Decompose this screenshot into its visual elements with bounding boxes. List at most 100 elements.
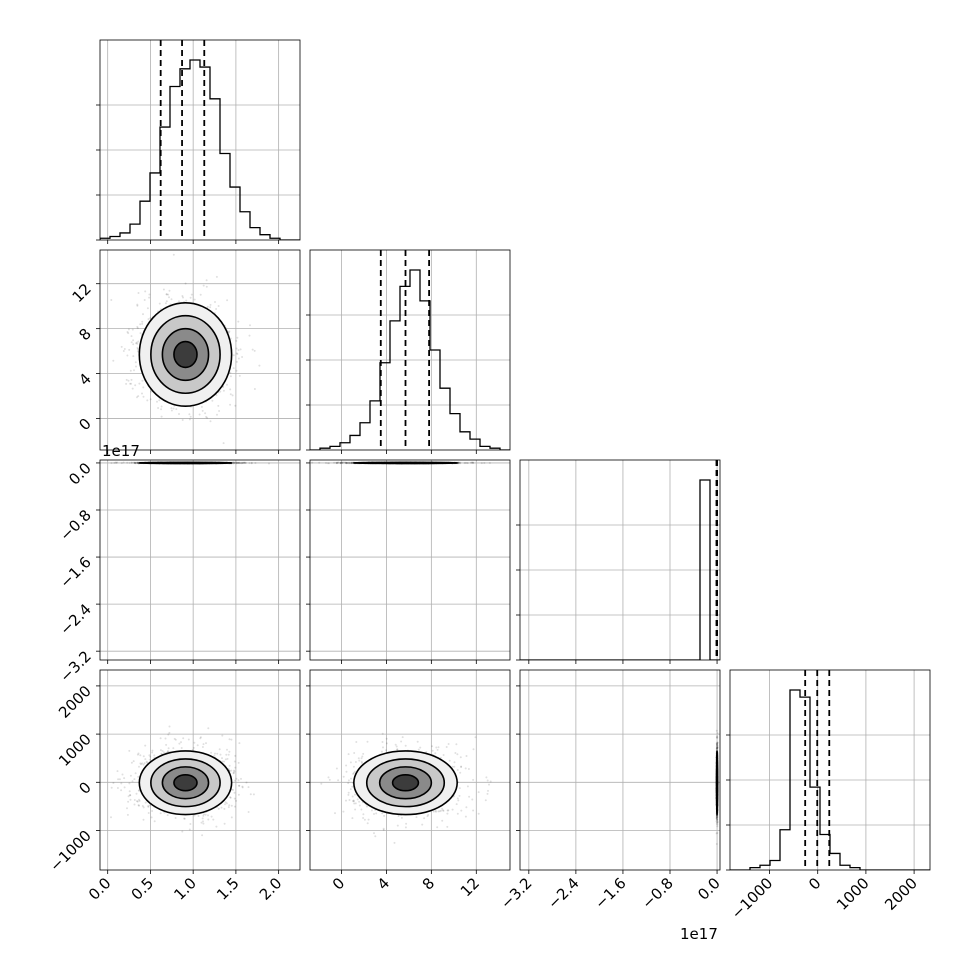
scatter-point bbox=[117, 778, 120, 781]
scatter-point bbox=[181, 295, 184, 297]
scatter-point bbox=[167, 747, 170, 750]
scatter-point bbox=[132, 355, 135, 358]
scatter-point bbox=[136, 342, 139, 345]
scatter-point bbox=[335, 462, 338, 464]
scatter-point bbox=[215, 825, 218, 828]
panel-border bbox=[99, 459, 301, 661]
scatter-panel-1-0 bbox=[91, 249, 301, 451]
scatter-point bbox=[137, 789, 140, 792]
scatter-point bbox=[471, 461, 474, 464]
scatter-point bbox=[131, 328, 134, 331]
scatter-point bbox=[113, 462, 116, 464]
scatter-point bbox=[222, 389, 225, 392]
scatter-point bbox=[219, 390, 222, 393]
scatter-point bbox=[199, 737, 202, 740]
contour-line bbox=[138, 461, 233, 465]
histogram-step-line bbox=[520, 479, 720, 660]
scatter-point bbox=[340, 461, 343, 464]
scatter-point bbox=[470, 461, 473, 464]
scatter-point bbox=[200, 405, 203, 408]
scatter-point bbox=[147, 812, 150, 814]
scatter-point bbox=[350, 462, 353, 464]
scatter-point bbox=[237, 357, 240, 360]
scatter-point bbox=[242, 462, 245, 464]
scatter-point bbox=[341, 462, 344, 464]
scatter-point bbox=[236, 462, 238, 465]
scatter-point bbox=[138, 382, 141, 385]
scatter-point bbox=[130, 461, 133, 464]
scatter-point bbox=[193, 298, 196, 301]
scatter-point bbox=[471, 461, 474, 464]
scatter-point bbox=[142, 395, 145, 398]
scatter-point bbox=[350, 461, 353, 464]
scatter-point bbox=[144, 801, 147, 804]
scatter-point bbox=[146, 307, 149, 310]
scatter-point bbox=[136, 325, 139, 328]
scatter-point bbox=[240, 462, 243, 465]
scatter-point bbox=[214, 301, 216, 303]
scatter-point bbox=[205, 742, 207, 745]
scatter-point bbox=[268, 462, 270, 465]
scatter-point bbox=[234, 404, 237, 407]
scatter-point bbox=[350, 462, 352, 464]
scatter-point bbox=[253, 349, 256, 352]
contour-line bbox=[161, 327, 210, 382]
scatter-point bbox=[202, 820, 204, 823]
panel-border bbox=[309, 249, 511, 451]
scatter-point bbox=[238, 461, 241, 464]
scatter-point bbox=[164, 302, 167, 305]
scatter-point bbox=[199, 293, 202, 296]
scatter-point bbox=[339, 461, 342, 464]
scatter-point bbox=[237, 320, 240, 323]
scatter-point bbox=[126, 331, 129, 333]
scatter-point bbox=[139, 754, 142, 757]
scatter-point bbox=[241, 461, 244, 464]
scatter-point bbox=[254, 462, 257, 464]
scatter-point bbox=[339, 462, 342, 465]
scatter-point bbox=[480, 462, 483, 465]
scatter-point bbox=[146, 399, 149, 402]
scatter-point bbox=[337, 461, 340, 464]
scatter-point bbox=[158, 399, 161, 402]
scatter-point bbox=[123, 777, 126, 780]
scatter-point bbox=[148, 804, 151, 807]
scatter-point bbox=[231, 394, 234, 397]
scatter-point bbox=[139, 332, 142, 335]
scatter-point bbox=[144, 744, 147, 747]
scatter-point bbox=[135, 341, 138, 344]
scatter-point bbox=[340, 462, 342, 464]
histogram-panel-2 bbox=[516, 459, 721, 661]
scatter-point bbox=[232, 772, 235, 775]
scatter-point bbox=[110, 462, 113, 465]
scatter-point bbox=[239, 462, 242, 465]
scatter-point bbox=[132, 339, 135, 342]
scatter-point bbox=[235, 462, 238, 465]
scatter-content bbox=[110, 461, 270, 465]
scatter-point bbox=[230, 804, 233, 807]
scatter-point bbox=[165, 300, 168, 303]
scatter-point bbox=[148, 758, 151, 761]
scatter-point bbox=[141, 762, 144, 765]
scatter-point bbox=[241, 785, 244, 788]
scatter-point bbox=[156, 400, 158, 403]
scatter-point bbox=[206, 305, 209, 308]
scatter-point bbox=[150, 390, 153, 393]
scatter-point bbox=[228, 750, 231, 753]
scatter-point bbox=[136, 304, 139, 307]
scatter-point bbox=[207, 818, 210, 821]
scatter-point bbox=[351, 462, 354, 464]
scatter-point bbox=[142, 313, 144, 316]
histogram-step-line bbox=[100, 59, 300, 240]
scatter-point bbox=[345, 461, 348, 464]
scatter-point bbox=[344, 461, 347, 464]
scatter-point bbox=[188, 413, 191, 416]
scatter-point bbox=[127, 379, 130, 382]
scatter-point bbox=[136, 348, 139, 350]
scatter-point bbox=[346, 461, 349, 464]
scatter-point bbox=[91, 366, 93, 368]
scatter-point bbox=[134, 461, 136, 464]
scatter-point bbox=[165, 293, 168, 296]
scatter-point bbox=[457, 461, 460, 464]
scatter-point bbox=[238, 462, 241, 465]
scatter-point bbox=[136, 462, 139, 464]
